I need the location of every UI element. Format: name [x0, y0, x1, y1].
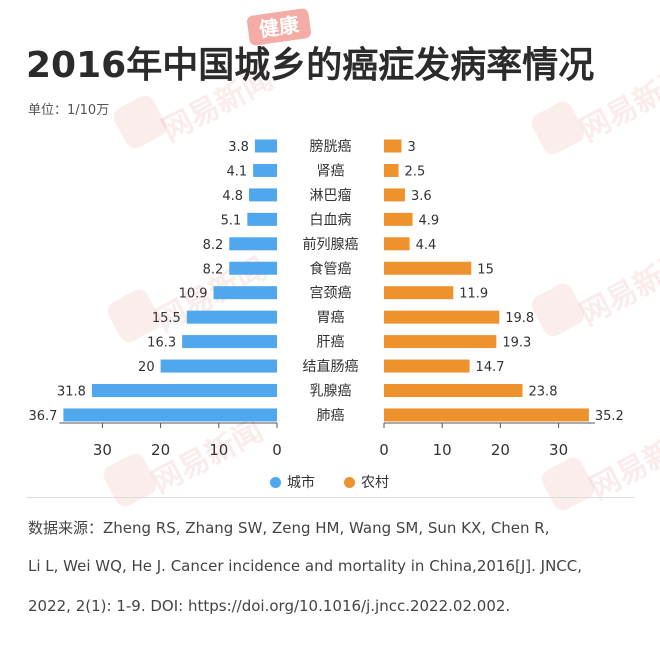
city-value-label: 15.5 [152, 311, 181, 326]
category-label: 膀胱癌 [310, 138, 352, 155]
legend-rural-label: 农村 [361, 475, 389, 491]
city-value-label: 20 [138, 360, 155, 375]
rural-bar [384, 335, 497, 349]
city-bar [186, 310, 277, 324]
rural-bar [384, 261, 472, 275]
right-tick-label: 20 [491, 441, 510, 459]
legend-city-label: 城市 [287, 475, 315, 491]
city-bar [213, 286, 277, 300]
legend-city-swatch [270, 477, 281, 488]
city-bar [229, 237, 277, 251]
rural-value-label: 4.4 [416, 238, 437, 253]
rural-bar [384, 286, 454, 300]
unit-label: 单位：1/10万 [28, 103, 110, 118]
rural-value-label: 14.7 [476, 360, 505, 375]
city-bar [91, 384, 277, 397]
rural-bar [384, 212, 413, 226]
city-value-label: 5.1 [221, 213, 242, 228]
category-label: 食管癌 [310, 260, 352, 277]
legend-rural-swatch [344, 477, 355, 488]
city-value-label: 36.7 [28, 409, 57, 424]
source-line-2: Li L, Wei WQ, He J. Cancer incidence and… [28, 557, 583, 575]
city-value-label: 31.8 [57, 385, 86, 400]
divider [26, 497, 634, 498]
category-label: 白血病 [310, 212, 352, 228]
right-tick-label: 30 [549, 441, 568, 459]
city-bar [229, 261, 277, 275]
city-value-label: 16.3 [147, 336, 176, 351]
rural-value-label: 4.9 [419, 213, 440, 228]
city-bar [254, 139, 277, 153]
city-value-label: 4.8 [222, 189, 243, 204]
rural-bar [384, 408, 589, 422]
category-label: 淋巴瘤 [310, 187, 352, 204]
rural-value-label: 3 [407, 140, 415, 155]
right-tick-label: 10 [433, 441, 452, 459]
rural-bar [384, 188, 405, 202]
category-label: 宫颈癌 [310, 286, 352, 302]
city-bar [182, 335, 277, 349]
rural-value-label: 15 [477, 262, 494, 277]
category-label: 乳腺癌 [310, 384, 352, 400]
rural-value-label: 3.6 [411, 189, 432, 204]
rural-bar [384, 139, 402, 153]
left-tick-label: 10 [209, 441, 228, 459]
city-bar [63, 408, 277, 422]
city-bar [160, 359, 277, 373]
rural-value-label: 11.9 [459, 287, 488, 302]
category-label: 肺癌 [317, 408, 345, 424]
category-label: 结直肠癌 [303, 358, 359, 375]
right-tick-label: 0 [379, 441, 389, 459]
category-label: 肝癌 [317, 335, 345, 351]
city-value-label: 8.2 [203, 238, 224, 253]
city-value-label: 3.8 [228, 140, 249, 155]
source-line-3: 2022, 2(1): 1-9. DOI: https://doi.org/10… [28, 597, 511, 615]
rural-bar [384, 310, 500, 324]
rural-bar [384, 384, 523, 397]
category-label: 前列腺癌 [303, 236, 359, 253]
rural-bar [384, 163, 399, 177]
rural-bar [384, 359, 470, 373]
city-bar [249, 188, 277, 202]
category-label: 肾癌 [317, 163, 345, 179]
rural-value-label: 2.5 [405, 164, 426, 179]
rural-value-label: 35.2 [595, 409, 624, 424]
left-tick-label: 30 [93, 441, 112, 459]
chart-title: 2016年中国城乡的癌症发病率情况 [26, 45, 595, 86]
city-value-label: 4.1 [226, 164, 247, 179]
legend-rural: 农村 [344, 472, 389, 492]
city-bar [247, 212, 277, 226]
left-tick-label: 0 [272, 441, 282, 459]
legend-city: 城市 [270, 472, 315, 492]
rural-bar [384, 237, 410, 251]
city-bar [253, 163, 277, 177]
rural-value-label: 23.8 [529, 385, 558, 400]
rural-value-label: 19.8 [505, 311, 534, 326]
left-tick-label: 20 [151, 441, 170, 459]
rural-value-label: 19.3 [502, 336, 531, 351]
source-line-1: 数据来源：Zheng RS, Zhang SW, Zeng HM, Wang S… [28, 519, 550, 537]
city-value-label: 8.2 [203, 262, 224, 277]
category-label: 胃癌 [317, 310, 345, 326]
city-value-label: 10.9 [179, 287, 208, 302]
